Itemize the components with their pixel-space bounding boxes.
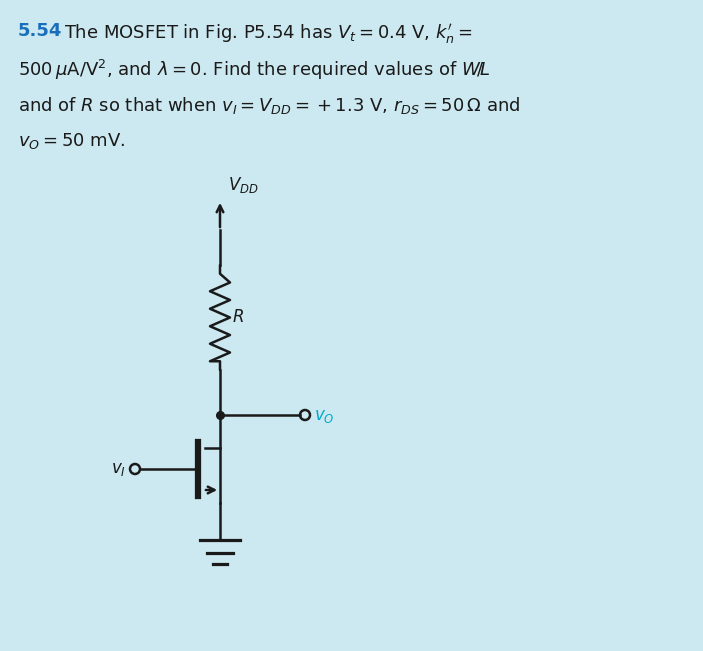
Text: $v_I$: $v_I$ xyxy=(111,460,126,478)
Text: $500\,\mu\mathrm{A/V}^2$, and $\lambda = 0$. Find the required values of $W\!/\!: $500\,\mu\mathrm{A/V}^2$, and $\lambda =… xyxy=(18,58,490,82)
Text: $v_O$: $v_O$ xyxy=(314,407,335,425)
Text: $v_O = 50$ mV.: $v_O = 50$ mV. xyxy=(18,131,125,151)
Text: The MOSFET in Fig. P5.54 has $V_t = 0.4$ V, $k_n^{\prime} =$: The MOSFET in Fig. P5.54 has $V_t = 0.4$… xyxy=(64,22,473,46)
Text: and of $R$ so that when $v_I = V_{DD} = +1.3$ V, $r_{DS} = 50\,\Omega$ and: and of $R$ so that when $v_I = V_{DD} = … xyxy=(18,95,520,116)
Text: 5.54: 5.54 xyxy=(18,22,63,40)
Text: $V_{DD}$: $V_{DD}$ xyxy=(228,175,259,195)
Text: $R$: $R$ xyxy=(232,309,244,327)
